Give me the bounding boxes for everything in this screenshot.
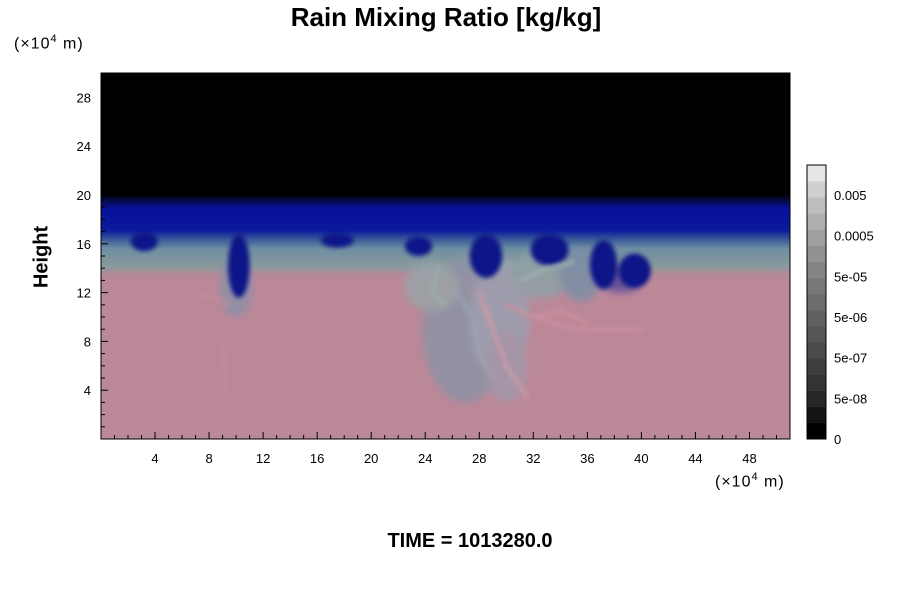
- plume: [130, 231, 158, 252]
- y-axis-unit: (×104 m): [14, 33, 84, 53]
- x-tick-label: 20: [364, 451, 378, 466]
- x-tick-label: 32: [526, 451, 540, 466]
- streak: [221, 339, 230, 417]
- x-tick-label: 12: [256, 451, 270, 466]
- plume: [469, 234, 503, 278]
- colorbar-swatch: [807, 261, 826, 279]
- plume: [227, 234, 250, 298]
- plume: [530, 234, 569, 266]
- x-tick-label: 28: [472, 451, 486, 466]
- x-tick-label: 24: [418, 451, 432, 466]
- streak: [430, 266, 447, 307]
- x-tick-label: 4: [151, 451, 158, 466]
- colorbar: 0 5e-08 5e-07 5e-06 5e-05 0.0005 0.005: [806, 164, 874, 447]
- colorbar-swatch: [807, 390, 826, 408]
- streak: [504, 303, 589, 325]
- colorbar-swatch: [807, 245, 826, 263]
- colorbar-label: 5e-06: [834, 310, 867, 325]
- y-axis: 4 8 12 16 20 24 28: [77, 84, 108, 428]
- plume: [590, 240, 618, 289]
- streak: [194, 291, 231, 307]
- y-tick-label: 8: [84, 334, 91, 349]
- x-unit-exponent: 4: [751, 471, 759, 483]
- colorbar-swatch: [807, 277, 826, 295]
- x-axis-unit: (×104 m): [715, 471, 785, 491]
- colorbar-label: 0: [834, 432, 841, 447]
- x-tick-label: 36: [580, 451, 594, 466]
- y-tick-label: 12: [77, 286, 91, 301]
- y-unit-suffix: m): [57, 35, 84, 53]
- x-unit-suffix: m): [758, 473, 785, 491]
- colorbar-swatch: [807, 197, 826, 214]
- time-label: TIME = 1013280.0: [387, 530, 553, 552]
- colorbar-swatch: [807, 422, 826, 440]
- colorbar-label: 5e-07: [834, 351, 867, 366]
- y-tick-label: 4: [84, 383, 91, 398]
- plume: [404, 262, 460, 311]
- colorbar-swatch: [807, 165, 826, 182]
- colorbar-swatch: [807, 293, 826, 311]
- y-tick-label: 28: [77, 90, 91, 105]
- x-tick-label: 48: [742, 451, 756, 466]
- streak-group: [194, 260, 643, 417]
- plume: [404, 236, 432, 256]
- streak: [518, 260, 576, 282]
- colorbar-label: 5e-08: [834, 391, 867, 406]
- colorbar-swatch: [807, 181, 826, 198]
- plume-group-blue: [130, 231, 651, 298]
- colorbar-swatch: [807, 213, 826, 230]
- x-tick-label: 44: [688, 451, 702, 466]
- colorbar-swatch: [807, 326, 826, 343]
- y-tick-label: 24: [77, 139, 91, 154]
- x-axis: 4 8 12 16 20 24 28 32 36 40 44 48: [114, 432, 777, 466]
- x-tick-label: 16: [310, 451, 324, 466]
- colorbar-swatch: [807, 406, 826, 424]
- colorbar-swatch: [807, 229, 826, 246]
- y-tick-label: 20: [77, 188, 91, 203]
- plume: [618, 253, 651, 288]
- colorbar-swatch: [807, 310, 826, 327]
- x-unit-prefix: (×10: [715, 473, 752, 491]
- x-tick-label: 8: [205, 451, 212, 466]
- plume: [321, 232, 354, 248]
- colorbar-swatch: [807, 358, 826, 375]
- y-unit-prefix: (×10: [14, 35, 51, 53]
- streak: [531, 315, 643, 331]
- colorbar-label: 0.005: [834, 188, 867, 203]
- colorbar-label: 0.0005: [834, 229, 874, 244]
- colorbar-swatch: [807, 374, 826, 391]
- colorbar-swatch: [807, 342, 826, 359]
- colorbar-label: 5e-05: [834, 269, 867, 284]
- heatmap-texture: [130, 231, 651, 417]
- y-unit-exponent: 4: [50, 33, 58, 45]
- streak: [450, 285, 495, 380]
- streak: [477, 290, 529, 399]
- x-tick-label: 40: [634, 451, 648, 466]
- y-tick-label: 16: [77, 237, 91, 252]
- chart-title: Rain Mixing Ratio [kg/kg]: [290, 2, 602, 32]
- colorbar-frame: [806, 164, 827, 440]
